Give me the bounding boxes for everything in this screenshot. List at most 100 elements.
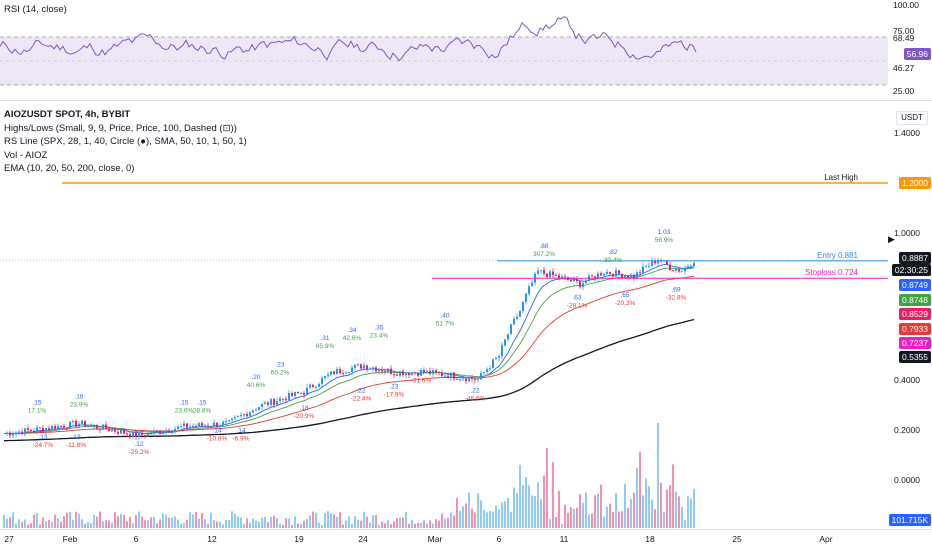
candle-body <box>441 372 443 376</box>
volume-bar <box>219 521 221 528</box>
legend[interactable]: AIOZUSDT SPOT, 4h, BYBIT Highs/Lows (Sma… <box>4 108 247 176</box>
volume-bar <box>111 522 113 528</box>
candle-body <box>48 428 50 430</box>
candle-body <box>132 431 134 437</box>
time-axis[interactable]: 27 Feb 6 12 19 24 Mar 6 11 18 25 Apr <box>0 529 932 550</box>
high-pct-label: 60.2% <box>271 370 290 377</box>
candles <box>6 257 695 441</box>
volume-bar <box>393 521 395 528</box>
rsi-pane[interactable]: RSI (14, close) <box>0 0 888 100</box>
ema50-tag: 0.8529 <box>899 308 931 320</box>
candle-body <box>198 423 200 427</box>
time-label: 6 <box>496 534 502 544</box>
candle-body <box>6 432 8 434</box>
currency-button[interactable]: USDT <box>896 111 928 125</box>
candle-body <box>303 392 305 395</box>
low-pct-label: -22.4% <box>351 395 372 402</box>
volume-bar <box>126 521 128 528</box>
volume-bar <box>369 522 371 528</box>
candle-body <box>342 373 344 375</box>
candle-body <box>693 263 695 266</box>
candle-body <box>105 424 107 430</box>
candle-body <box>216 422 218 427</box>
candle-body <box>84 420 86 427</box>
volume-bar <box>561 524 563 528</box>
stoploss-label: Stoploss 0.724 <box>805 268 858 277</box>
candle-body <box>573 279 575 282</box>
volume-bar <box>351 524 353 528</box>
volume-bar <box>420 522 422 528</box>
high-price-label: .34 <box>347 327 356 334</box>
time-label: 11 <box>559 534 569 544</box>
volume-bar <box>45 521 47 528</box>
candle-body <box>312 384 314 388</box>
candle-body <box>351 367 353 373</box>
volume-bar <box>624 483 626 528</box>
pane-divider[interactable] <box>0 100 932 101</box>
volume-bar <box>228 520 230 528</box>
candle-body <box>18 431 20 433</box>
candle-body <box>669 264 671 271</box>
volume-bar <box>162 513 164 528</box>
ema-lines <box>3 264 695 442</box>
candle-body <box>75 420 77 427</box>
candle-body <box>90 425 92 427</box>
volume-bar <box>174 516 176 528</box>
volume-bar <box>552 462 554 528</box>
candle-body <box>408 372 410 375</box>
rsi-title[interactable]: RSI (14, close) <box>4 4 67 15</box>
volume-bar <box>246 518 248 528</box>
candle-body <box>417 372 419 376</box>
volume-bar <box>516 493 518 528</box>
candle-body <box>243 414 245 416</box>
price-axis-label-0.2: 0.2000 <box>894 425 920 435</box>
candle-body <box>57 425 59 430</box>
price-pane[interactable]: Last High Entry 0.881 Stoploss 0.724 .15 17… <box>0 101 888 529</box>
candle-body <box>393 374 395 376</box>
indicator-volume[interactable]: Vol - AIOZ <box>4 149 48 161</box>
volume-bar <box>318 522 320 528</box>
price-axis[interactable]: 1.4000 1.0000 0.4000 0.2000 0.0000 1.200… <box>888 101 932 529</box>
candle-body <box>570 279 572 282</box>
volume-bar <box>495 505 497 528</box>
time-label: 12 <box>207 534 217 544</box>
time-label: Feb <box>62 534 78 544</box>
volume-bar <box>48 520 50 528</box>
candle-body <box>333 371 335 375</box>
symbol-title[interactable]: AIOZUSDT SPOT, 4h, BYBIT <box>4 109 131 120</box>
candle-body <box>579 281 581 288</box>
volume-bar <box>288 518 290 528</box>
indicator-ema[interactable]: EMA (10, 20, 50, 200, close, 0) <box>4 163 135 174</box>
low-pct-label: -6.9% <box>233 435 250 442</box>
volume-bar <box>285 518 287 528</box>
volume-bar <box>267 521 269 528</box>
candle-body <box>282 398 284 400</box>
volume-bar <box>468 492 470 528</box>
volume-bar <box>621 511 623 528</box>
volume-bar <box>63 516 65 528</box>
volume-bar <box>96 516 98 528</box>
candle-body <box>639 272 641 274</box>
low-price-label: .69 <box>671 286 680 293</box>
volume-bar <box>627 508 629 528</box>
candle-body <box>114 429 116 432</box>
candle-body <box>537 270 539 274</box>
rsi-axis[interactable]: 100.00 75.00 25.00 68.49 56.96 46.27 <box>888 0 932 100</box>
candle-body <box>291 393 293 396</box>
candle-body <box>36 427 38 432</box>
volume-bar <box>321 524 323 528</box>
candle-body <box>465 378 467 382</box>
indicator-rs-line[interactable]: RS Line (SPX, 28, 1, 40, Circle (●), SMA… <box>4 136 247 147</box>
volume-bar <box>390 524 392 528</box>
candle-body <box>180 426 182 428</box>
volume-bar <box>567 512 569 528</box>
volume-bar <box>234 513 236 528</box>
ema20-tag: 0.8748 <box>899 294 931 306</box>
volume-bar <box>342 524 344 528</box>
candle-body <box>204 425 206 427</box>
candle-body <box>651 260 653 266</box>
high-price-label: .40 <box>440 313 449 320</box>
volume-bar <box>549 519 551 528</box>
indicator-highs-lows[interactable]: Highs/Lows (Small, 9, 9, Price, Price, 1… <box>4 122 237 134</box>
volume-bar <box>54 514 56 528</box>
